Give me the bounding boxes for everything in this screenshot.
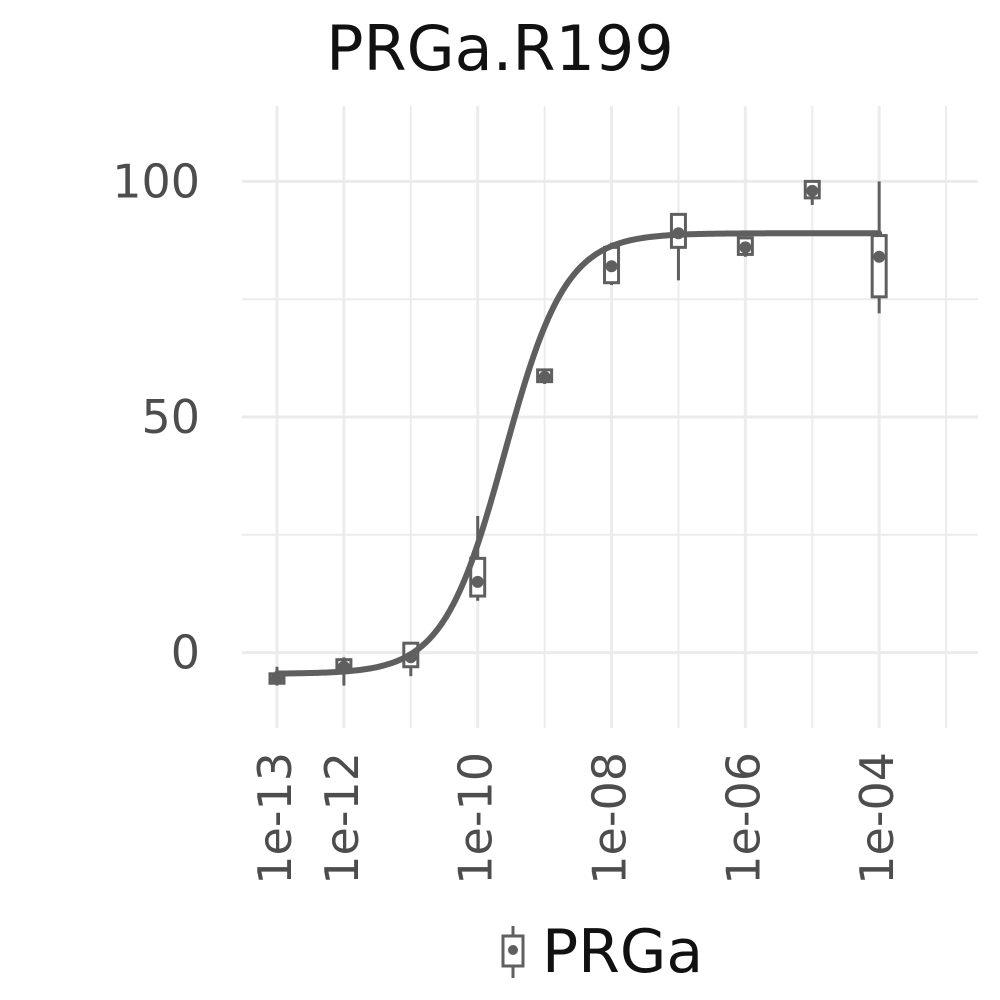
box-median-point [471,575,484,588]
box-median-point [806,184,819,197]
x-tick-label: 1e-10 [449,752,503,885]
y-tick-label: 0 [171,626,200,680]
legend-label-prga: PRGa [542,917,704,987]
box-mark [803,179,821,205]
x-tick-label: 1e-04 [850,752,904,885]
y-axis: 0 50 100 [112,154,200,679]
chart-title: PRGa.R199 [326,12,674,85]
box-mark [669,212,687,281]
box-layer [268,179,888,686]
box-mark [469,515,487,601]
box-median-point [605,260,618,273]
x-tick-label: 1e-08 [583,752,637,885]
fit-curve-layer [273,230,883,677]
legend: PRGa [498,912,703,992]
y-tick-label: 100 [112,154,200,208]
box-mark [536,368,554,385]
y-tick-label: 50 [141,390,200,444]
box-body [870,234,888,299]
box-median-point [873,250,886,263]
box-mark [870,181,888,314]
grid [242,106,978,728]
box-mark [736,236,754,257]
x-tick-label: 1e-12 [315,752,369,885]
fit-curve-line [273,230,883,677]
legend-key-icon [501,926,525,978]
box-median-point [739,241,752,254]
x-tick-label: 1e-06 [716,752,770,885]
x-tick-label: 1e-13 [248,752,302,885]
x-axis: 1e-13 1e-12 1e-10 1e-08 1e-06 1e-04 [248,752,904,885]
box-median-point [538,370,551,383]
